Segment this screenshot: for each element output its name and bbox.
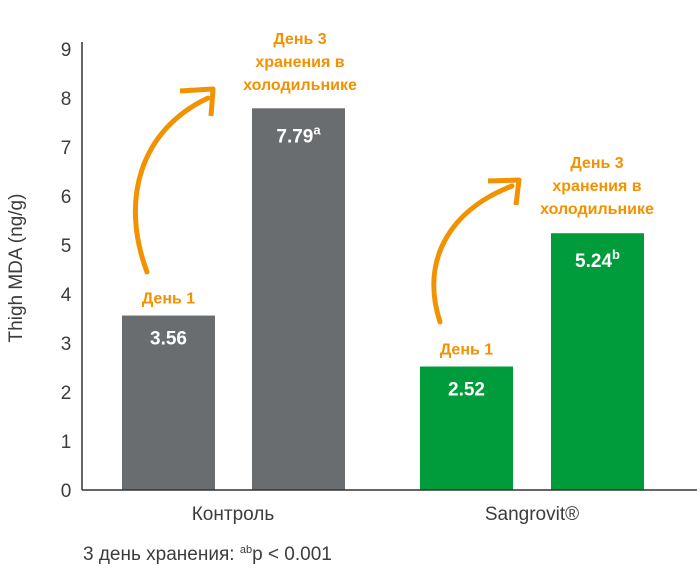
- y-tick-label: 7: [61, 138, 72, 159]
- bar-value-label: 5.24b: [575, 247, 620, 272]
- y-tick-label: 5: [61, 236, 72, 257]
- bar-day3-control: [252, 108, 345, 490]
- arrow-sangrovit: [431, 183, 515, 325]
- bar-day1-sangrovit: [420, 366, 513, 490]
- y-tick-label: 6: [61, 187, 72, 208]
- y-tick-label: 4: [61, 285, 72, 306]
- bar-value-label: 3.56: [150, 329, 187, 350]
- bar-value-label: 7.79a: [276, 122, 321, 147]
- day3-annotation-line: хранения в: [255, 54, 344, 71]
- y-tick-label: 8: [61, 89, 72, 110]
- category-label-control: Контроль: [192, 504, 275, 525]
- y-tick-label: 3: [61, 334, 72, 355]
- y-tick-label: 9: [61, 40, 72, 61]
- bar-day3-sangrovit: [551, 233, 644, 491]
- arrow-sangrovit-head: [487, 177, 522, 206]
- arrow-control-head: [179, 86, 216, 117]
- day3-annotation-line: День 3: [273, 31, 326, 48]
- day1-annotation: День 1: [440, 342, 493, 359]
- day3-annotation-line: холодильнике: [540, 201, 654, 218]
- y-tick-label: 2: [61, 383, 72, 404]
- day3-annotation-line: День 3: [570, 155, 623, 172]
- category-label-sangrovit: Sangrovit®: [485, 504, 579, 525]
- bar-value-label: 2.52: [448, 380, 485, 401]
- y-tick-label: 1: [61, 432, 72, 453]
- day3-annotation-line: хранения в: [552, 178, 641, 195]
- day3-annotation-line: холодильнике: [243, 77, 357, 94]
- day1-annotation: День 1: [142, 291, 195, 308]
- y-axis-label: Thigh MDA (ng/g): [6, 194, 27, 343]
- bar-day1-control: [122, 315, 215, 490]
- arrow-control: [132, 95, 211, 275]
- y-tick-label: 0: [61, 481, 72, 502]
- footnote: 3 день хранения: abp < 0.001: [83, 544, 332, 565]
